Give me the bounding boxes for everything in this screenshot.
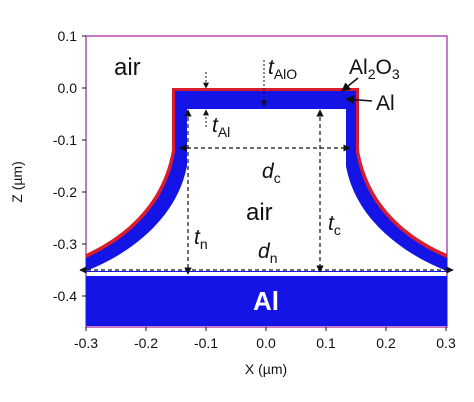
x-tick-label: -0.1 (194, 335, 218, 351)
y-tick-label: -0.2 (53, 184, 77, 200)
y-tick-label: -0.1 (53, 132, 77, 148)
x-tick-label: 0.3 (436, 335, 456, 351)
al-cap-pointer (345, 95, 373, 105)
t-al-label: tAl (212, 114, 230, 140)
x-tick-label: 0.1 (316, 335, 336, 351)
y-tick-label: -0.4 (53, 288, 77, 304)
air-outer-label: air (114, 54, 141, 81)
air-inner-label: air (246, 199, 273, 226)
x-tick-label: -0.3 (74, 335, 98, 351)
t-n-label: tn (194, 226, 208, 252)
t-alo-label: tAlO (268, 56, 297, 82)
y-axis-label: Z (µm) (9, 161, 25, 203)
inner-air-region (86, 109, 447, 271)
y-tick-label: -0.3 (53, 236, 77, 252)
x-axis: -0.3 -0.2 -0.1 0.0 0.1 0.2 0.3 X (µm) (74, 327, 456, 377)
y-tick-label: 0.1 (58, 28, 78, 44)
x-tick-label: -0.2 (134, 335, 158, 351)
d-c-label: dc (262, 160, 281, 186)
x-tick-label: 0.2 (376, 335, 396, 351)
al2o3-label: Al2O3 (349, 56, 400, 82)
al2o3-pointer (341, 77, 359, 92)
t-c-label: tc (328, 212, 341, 238)
y-tick-label: 0.0 (58, 80, 78, 96)
al-base-slab (86, 276, 447, 326)
al-cap-label: Al (376, 92, 395, 115)
al-base-label: Al (253, 286, 279, 316)
x-tick-label: 0.0 (256, 335, 276, 351)
x-axis-label: X (µm) (245, 361, 287, 377)
y-axis: 0.1 0.0 -0.1 -0.2 -0.3 -0.4 Z (µm) (9, 28, 86, 304)
d-n-label: dn (258, 240, 277, 266)
